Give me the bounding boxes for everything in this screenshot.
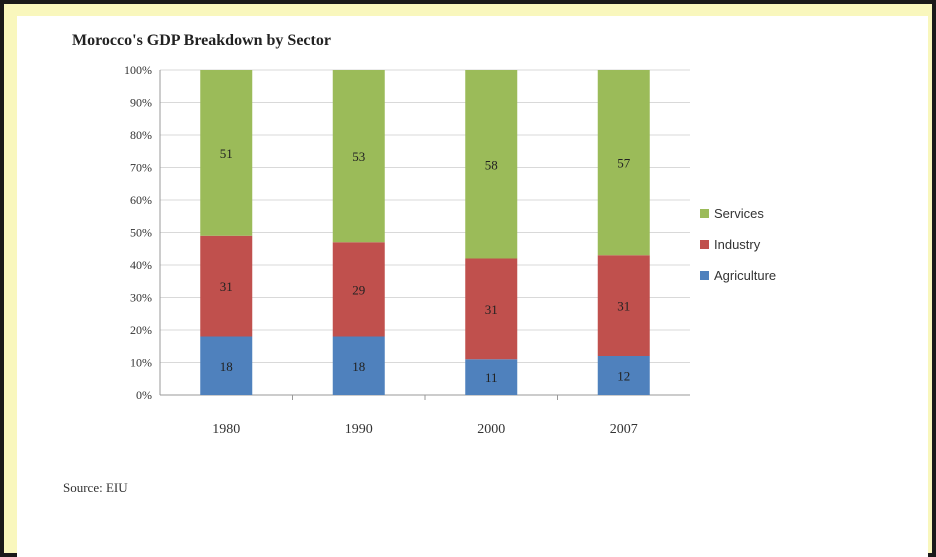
y-tick-label: 60% [130, 193, 152, 207]
legend-label-agriculture: Agriculture [714, 268, 776, 283]
bar-services-1980 [200, 70, 253, 236]
y-tick-label: 20% [130, 323, 152, 337]
legend-label-services: Services [714, 206, 764, 221]
frame-border-left [0, 0, 4, 557]
data-label: 31 [220, 279, 233, 294]
data-label: 51 [220, 146, 233, 161]
bar-agriculture-2007 [597, 356, 650, 395]
frame-border-right [932, 0, 936, 557]
frame-border-top [0, 0, 936, 4]
bar-agriculture-1980 [200, 336, 253, 395]
y-tick-label: 80% [130, 128, 152, 142]
bar-agriculture-2000 [465, 359, 518, 395]
y-tick-label: 30% [130, 291, 152, 305]
bar-industry-2000 [465, 258, 518, 360]
bar-agriculture-1990 [332, 336, 385, 395]
y-tick-label: 40% [130, 258, 152, 272]
bar-industry-1980 [200, 235, 253, 337]
data-label: 18 [220, 359, 233, 374]
bar-services-2000 [465, 70, 518, 259]
x-tick-label: 1990 [345, 422, 373, 437]
data-label: 58 [485, 157, 498, 172]
bar-industry-2007 [597, 255, 650, 356]
y-tick-label: 70% [130, 161, 152, 175]
bar-services-1990 [332, 70, 385, 243]
legend-label-industry: Industry [714, 237, 761, 252]
x-tick-label: 1980 [212, 422, 240, 437]
y-tick-label: 10% [130, 356, 152, 370]
bar-services-2007 [597, 70, 650, 256]
data-label: 18 [352, 359, 365, 374]
y-tick-label: 50% [130, 226, 152, 240]
data-label: 31 [617, 299, 630, 314]
data-label: 53 [352, 149, 365, 164]
y-tick-label: 0% [136, 388, 152, 402]
data-label: 31 [485, 302, 498, 317]
legend-swatch-industry [700, 240, 709, 249]
x-tick-label: 2007 [610, 422, 638, 437]
chart-title: Morocco's GDP Breakdown by Sector [72, 32, 331, 49]
data-label: 12 [617, 369, 630, 384]
y-tick-label: 90% [130, 96, 152, 110]
data-label: 57 [617, 156, 631, 171]
bar-industry-1990 [332, 242, 385, 337]
legend-swatch-services [700, 209, 709, 218]
x-tick-label: 2000 [477, 422, 505, 437]
y-tick-label: 100% [124, 63, 152, 77]
legend-swatch-agriculture [700, 271, 709, 280]
source-note: Source: EIU [63, 480, 128, 495]
data-label: 29 [352, 282, 365, 297]
data-label: 11 [485, 370, 498, 385]
